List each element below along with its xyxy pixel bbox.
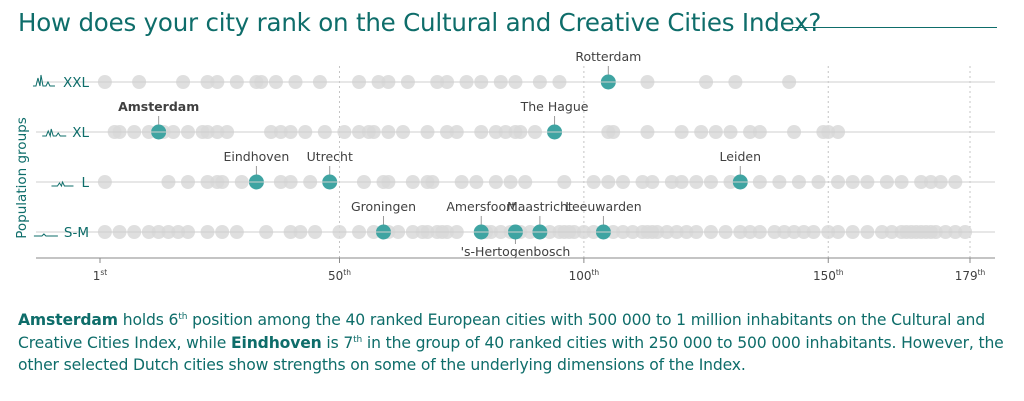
skyline-icon <box>42 128 67 138</box>
caption-text-1: holds 6 <box>117 311 179 329</box>
skyline-icon <box>51 180 74 188</box>
caption-city-eindhoven: Eindhoven <box>231 333 322 352</box>
row-label-XL: XL <box>72 125 89 141</box>
caption-sup-1: th <box>178 312 188 322</box>
caption-text-3: is 7 <box>321 333 354 352</box>
title-rule <box>792 27 997 28</box>
x-tick-label-50: 50th <box>328 268 351 283</box>
skyline-icon <box>32 74 55 87</box>
x-tick-label-179: 179th <box>955 268 986 283</box>
caption-sup-2: th <box>353 334 363 345</box>
rank-chart: Rotterdam Amsterdam The Hague Eindhoven Utre… <box>14 49 995 283</box>
caption-city-amsterdam: Amsterdam <box>18 311 118 329</box>
city-label: Leiden <box>720 149 761 164</box>
x-tick-label-100: 100th <box>569 268 600 283</box>
row-label-S-M: S-M <box>64 225 89 241</box>
city-label: The Hague <box>520 99 589 114</box>
highlighted-cities: Rotterdam Amsterdam The Hague Eindhoven Utre… <box>118 49 761 259</box>
x-tick-label-1: 1st <box>93 268 108 283</box>
city-label: Maastricht <box>507 199 573 214</box>
y-axis-label: Population groups <box>14 117 30 238</box>
city-label: Eindhoven <box>223 149 289 164</box>
city-label: Groningen <box>351 199 416 214</box>
city-label: Amersfoort <box>446 199 516 214</box>
x-tick-label-150: 150th <box>813 268 844 283</box>
caption-text-4: in the group of 40 ranked cities with 25… <box>18 333 1004 375</box>
caption-text-2: position among the 40 ranked European ci… <box>18 311 986 352</box>
x-axis: 1st 50th 100th 150th 179th <box>36 257 995 283</box>
city-label: Rotterdam <box>575 49 641 64</box>
city-label: Utrecht <box>307 149 353 164</box>
caption: Amsterdam holds 6th position among the 4… <box>18 309 1008 377</box>
chart-title: How does your city rank on the Cultural … <box>18 8 822 37</box>
row-label-L: L <box>81 175 89 191</box>
city-label: 's-Hertogenbosch <box>461 244 571 259</box>
population-rows: XXL XL L S-M <box>32 74 995 241</box>
city-label: Amsterdam <box>118 99 199 114</box>
row-label-XXL: XXL <box>63 75 89 91</box>
city-label: Leeuwarden <box>565 199 641 214</box>
skyline-icon <box>33 233 58 237</box>
